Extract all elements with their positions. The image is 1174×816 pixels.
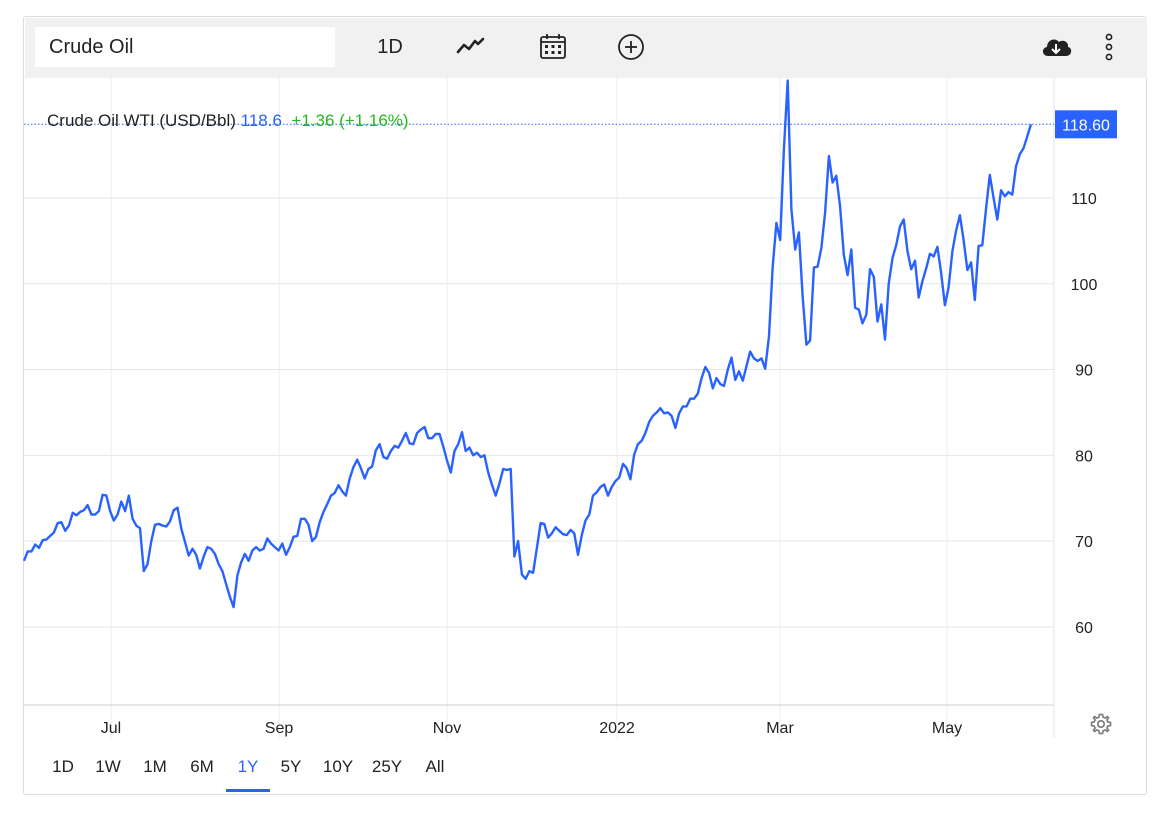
range-button-10y[interactable]: 10Y [322,757,354,776]
interval-button[interactable]: 1D [377,36,403,58]
range-button-1d[interactable]: 1D [52,757,74,776]
add-circle-icon[interactable] [616,32,646,62]
x-tick-label: Sep [265,720,294,737]
more-vertical-icon[interactable] [1096,32,1122,62]
x-tick-label: Nov [433,720,461,737]
range-button-1y[interactable]: 1Y [226,748,270,792]
settings-gear-icon[interactable] [1089,712,1113,736]
x-tick-label: Mar [766,720,794,737]
quote-header: Crude Oil WTI (USD/Bbl) 118.6 +1.36 (+1.… [47,111,409,131]
last-value-label: 118.60 [1062,117,1110,134]
y-tick-label: 90 [1075,363,1093,380]
y-tick-label: 70 [1075,534,1093,551]
line-chart-icon[interactable] [455,32,485,62]
x-tick-label: May [932,720,962,737]
range-button-1w[interactable]: 1W [95,757,121,776]
chart-toolbar: Crude Oil 1D [25,18,1147,78]
y-tick-label: 110 [1071,191,1097,208]
symbol-search-input[interactable]: Crude Oil [35,27,335,67]
price-series-line [22,79,1033,609]
y-tick-label: 60 [1075,620,1093,637]
last-value-badge [1055,110,1117,139]
x-tick-label: 2022 [599,720,635,737]
instrument-name: Crude Oil WTI (USD/Bbl) [47,111,236,130]
x-tick-label: Jul [101,720,121,737]
calendar-icon[interactable] [538,32,568,62]
range-button-5y[interactable]: 5Y [280,757,302,776]
price-change: +1.36 (+1.16%) [291,111,409,130]
last-price: 118.6 [240,111,282,130]
range-button-6m[interactable]: 6M [190,757,214,776]
range-button-25y[interactable]: 25Y [371,757,403,776]
y-tick-label: 100 [1071,277,1098,294]
range-button-all[interactable]: All [425,757,445,776]
y-tick-label: 80 [1075,448,1093,465]
cloud-download-icon[interactable] [1039,32,1073,62]
chart-widget: Crude Oil 1D [23,16,1147,795]
range-button-1m[interactable]: 1M [143,757,167,776]
